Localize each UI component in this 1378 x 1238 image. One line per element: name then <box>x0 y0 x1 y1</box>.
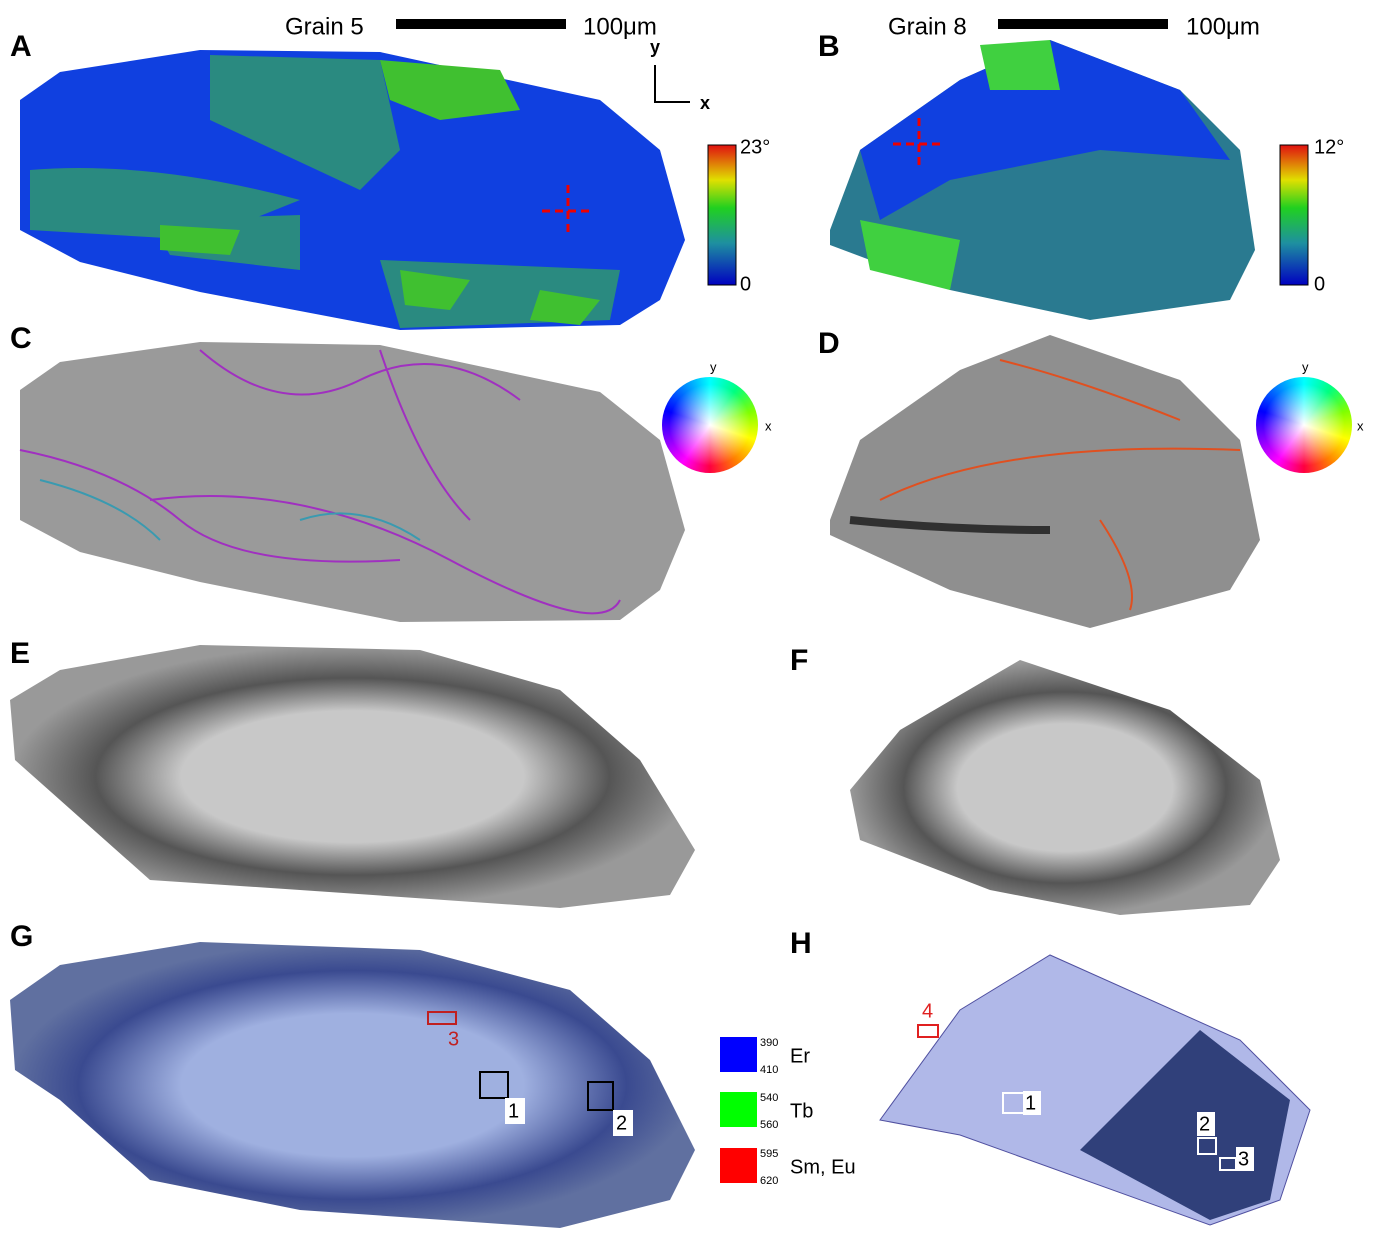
colorbar <box>708 145 736 285</box>
panel-label: G <box>10 920 33 953</box>
scale-label: 100μm <box>583 13 657 40</box>
box-label: 4 <box>922 1000 933 1022</box>
axis-label: x <box>700 93 710 113</box>
grain-color-image <box>10 942 695 1228</box>
box-label: 2 <box>1199 1113 1210 1135</box>
wheel-label: x <box>765 418 772 433</box>
box-label: 3 <box>448 1028 459 1050</box>
color-wheel <box>662 377 758 473</box>
box-label: 1 <box>1025 1092 1036 1114</box>
axis-label: y <box>650 37 660 57</box>
panel-label: D <box>818 327 840 360</box>
box-label: 2 <box>616 1112 627 1134</box>
box-label: 1 <box>508 1100 519 1122</box>
wheel-label: x <box>1357 418 1364 433</box>
legend-label: Tb <box>790 1100 813 1122</box>
figure: Grain 5 100μm Grain 8 100μm A B C D E F … <box>0 0 1378 1238</box>
color-wheel <box>1256 377 1352 473</box>
scale-bar <box>396 19 566 29</box>
legend-wavelength: 595 <box>760 1148 778 1160</box>
legend-label: Er <box>790 1045 810 1067</box>
scale-label: 100μm <box>1186 13 1260 40</box>
legend-label: Sm, Eu <box>790 1156 856 1178</box>
wheel-label: y <box>710 359 717 374</box>
legend-wavelength: 390 <box>760 1037 778 1049</box>
scale-bar <box>998 19 1168 29</box>
grain-cl-image <box>850 660 1280 915</box>
grain-map <box>830 335 1260 628</box>
panel-label: F <box>790 644 808 677</box>
analysis-box <box>918 1025 938 1037</box>
legend-wavelength: 560 <box>760 1119 778 1131</box>
wheel-label: y <box>1302 359 1309 374</box>
grain-label: Grain 5 <box>285 13 364 40</box>
legend-wavelength: 410 <box>760 1064 778 1076</box>
colorbar-min: 0 <box>1314 273 1325 295</box>
panel-label: B <box>818 30 840 63</box>
legend-swatch <box>720 1037 757 1072</box>
colorbar-min: 0 <box>740 273 751 295</box>
legend-wavelength: 620 <box>760 1175 778 1187</box>
grain-label: Grain 8 <box>888 13 967 40</box>
panel-label: C <box>10 322 32 355</box>
legend-swatch <box>720 1092 757 1127</box>
colorbar-max: 12° <box>1314 136 1344 158</box>
legend-wavelength: 540 <box>760 1092 778 1104</box>
colorbar-max: 23° <box>740 136 770 158</box>
box-label: 3 <box>1238 1148 1249 1170</box>
grain-cl-image <box>10 645 695 908</box>
figure-canvas: Grain 5 100μm Grain 8 100μm A B C D E F … <box>0 0 1378 1238</box>
axis-arrows <box>655 65 690 102</box>
panel-label: E <box>10 637 30 670</box>
panel-label: H <box>790 927 812 960</box>
legend-swatch <box>720 1148 757 1183</box>
panel-label: A <box>10 30 32 63</box>
colorbar <box>1280 145 1308 285</box>
